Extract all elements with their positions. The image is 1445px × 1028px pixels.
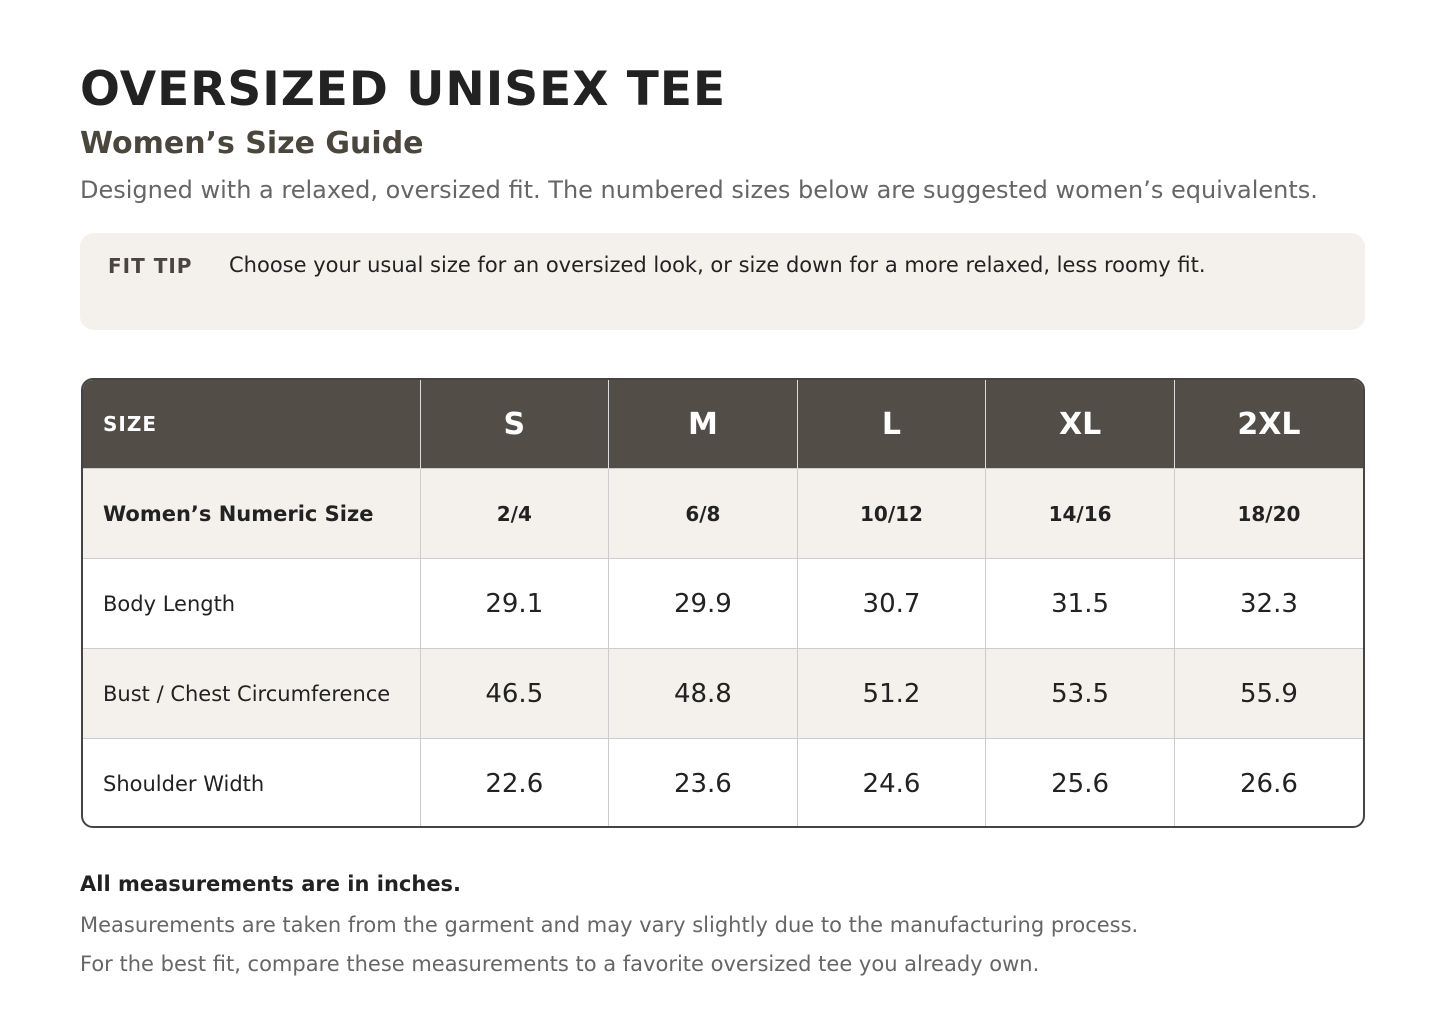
cell: 14/16 [985,468,1175,559]
header-row: SIZE S M L XL 2XL [83,380,1363,469]
column-header: SIZE [83,380,420,469]
cell: 10/12 [796,468,986,559]
fit-tip-label: FIT TIP [108,254,193,278]
table-row: Women’s Numeric Size 2/4 6/8 10/12 14/16 18/2… [83,468,1363,559]
note-line: Measurements are taken from the garment … [80,913,1139,937]
cell: 23.6 [608,738,798,826]
cell: 31.5 [985,558,1175,649]
cell: 55.9 [1173,648,1363,739]
cell: 53.5 [985,648,1175,739]
cell: 29.9 [608,558,798,649]
cell: 2/4 [419,468,609,559]
cell: 30.7 [796,558,986,649]
table: SIZE S M L XL 2XL Women’s Numeric Size 2/4 6/8 1… [83,380,1363,826]
column-header: L [796,380,986,469]
description: Designed with a relaxed, oversized fit. … [80,176,1318,204]
row-label: Bust / Chest Circumference [83,648,420,739]
cell: 22.6 [419,738,609,826]
column-header: XL [985,380,1175,469]
cell: 26.6 [1173,738,1363,826]
note-line: For the best fit, compare these measurem… [80,952,1040,976]
cell: 25.6 [985,738,1175,826]
cell: 48.8 [608,648,798,739]
size-table: SIZE S M L XL 2XL Women’s Numeric Size 2/4 6/8 1… [81,378,1365,828]
fit-tip-text: Choose your usual size for an oversized … [229,253,1206,277]
column-header: M [608,380,798,469]
title: OVERSIZED UNISEX TEE [80,62,727,117]
note-emphasis: All measurements are in inches. [80,872,462,896]
table-row: Shoulder Width 22.6 23.6 24.6 25.6 26.6 [83,738,1363,826]
table-row: Body Length 29.1 29.9 30.7 31.5 32.3 [83,558,1363,649]
row-label: Shoulder Width [83,738,420,826]
cell: 6/8 [608,468,798,559]
cell: 32.3 [1173,558,1363,649]
cell: 29.1 [419,558,609,649]
cell: 18/20 [1173,468,1363,559]
cell: 51.2 [796,648,986,739]
cell: 46.5 [419,648,609,739]
column-header: 2XL [1173,380,1363,469]
row-label: Women’s Numeric Size [83,468,420,559]
cell: 24.6 [796,738,986,826]
table-body: Women’s Numeric Size 2/4 6/8 10/12 14/16 18/2… [83,468,1363,826]
subtitle: Women’s Size Guide [80,126,424,161]
table-row: Bust / Chest Circumference 46.5 48.8 51.2 53… [83,648,1363,739]
column-header: S [419,380,609,469]
row-label: Body Length [83,558,420,649]
fit-tip: FIT TIP Choose your usual size for an ov… [80,233,1365,330]
